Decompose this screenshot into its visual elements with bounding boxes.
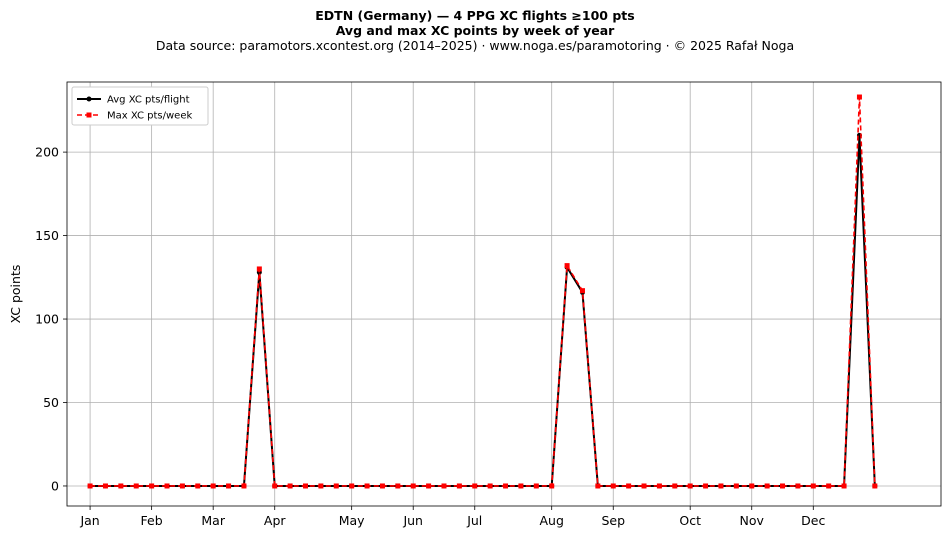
- data-point-max: [210, 483, 216, 489]
- x-tick-label: Mar: [201, 513, 225, 528]
- data-point-max: [179, 483, 185, 489]
- data-point-max: [149, 483, 155, 489]
- data-point-max: [518, 483, 524, 489]
- y-tick-label: 50: [43, 395, 59, 410]
- data-point-max: [672, 483, 678, 489]
- y-tick-label: 150: [35, 228, 59, 243]
- data-point-max: [610, 483, 616, 489]
- legend-marker-avg: [86, 96, 92, 102]
- x-tick-label: Sep: [601, 513, 625, 528]
- title-block: EDTN (Germany) — 4 PPG XC flights ≥100 p…: [0, 8, 950, 54]
- data-point-max: [795, 483, 801, 489]
- data-point-max: [595, 483, 601, 489]
- data-point-max: [749, 483, 755, 489]
- legend-box: [71, 86, 209, 126]
- data-point-max: [456, 483, 462, 489]
- data-point-max: [718, 483, 724, 489]
- data-point-max: [533, 483, 539, 489]
- data-point-max: [226, 483, 232, 489]
- legend-marker-max: [86, 112, 92, 118]
- data-point-max: [579, 288, 585, 294]
- chart-title: EDTN (Germany) — 4 PPG XC flights ≥100 p…: [315, 8, 635, 23]
- data-point-max: [272, 483, 278, 489]
- chart-title-line-2: Avg and max XC points by week of year: [335, 23, 615, 38]
- data-point-max: [426, 483, 432, 489]
- x-tick-label: Nov: [740, 513, 765, 528]
- legend-label-max: Max XC pts/week: [107, 111, 192, 122]
- data-point-max: [487, 483, 493, 489]
- data-point-max: [780, 483, 786, 489]
- data-point-max: [872, 483, 878, 489]
- data-point-max: [195, 483, 201, 489]
- data-point-max: [549, 483, 555, 489]
- data-point-max: [164, 483, 170, 489]
- data-point-max: [564, 263, 570, 269]
- data-point-max: [503, 483, 509, 489]
- data-point-max: [687, 483, 693, 489]
- data-point-max: [841, 483, 847, 489]
- y-tick-label: 100: [35, 312, 59, 327]
- x-tick-label: Jul: [466, 513, 482, 528]
- chart-subtitle: Data source: paramotors.xcontest.org (20…: [155, 38, 795, 53]
- data-point-max: [303, 483, 309, 489]
- plot-area: [67, 82, 941, 506]
- data-point-max: [333, 483, 339, 489]
- data-point-max: [703, 483, 709, 489]
- plot-frame: [66, 81, 942, 507]
- data-point-max: [810, 483, 816, 489]
- data-point-max: [733, 483, 739, 489]
- data-point-max: [764, 483, 770, 489]
- data-point-max: [349, 483, 355, 489]
- data-point-max: [256, 266, 262, 272]
- data-point-max: [441, 483, 447, 489]
- x-tick-label: Feb: [141, 513, 163, 528]
- data-point-max: [410, 483, 416, 489]
- data-point-max: [856, 94, 862, 100]
- data-point-max: [472, 483, 478, 489]
- x-tick-label: Apr: [264, 513, 286, 528]
- y-axis-label: XC points: [8, 265, 23, 324]
- data-point-max: [626, 483, 632, 489]
- legend-label-avg: Avg XC pts/flight: [107, 95, 190, 106]
- data-point-max: [287, 483, 293, 489]
- y-tick-label: 0: [51, 478, 59, 493]
- data-point-max: [656, 483, 662, 489]
- data-point-max: [395, 483, 401, 489]
- data-point-max: [133, 483, 139, 489]
- data-point-max: [641, 483, 647, 489]
- x-tick-label: Aug: [539, 513, 563, 528]
- data-point-max: [118, 483, 124, 489]
- data-point-max: [87, 483, 93, 489]
- data-point-max: [364, 483, 370, 489]
- series-line-max: [90, 96, 876, 487]
- y-tick-label: 200: [35, 145, 59, 160]
- x-tick-label: May: [339, 513, 365, 528]
- x-tick-label: Jun: [402, 513, 423, 528]
- data-point-max: [102, 483, 108, 489]
- data-point-max: [379, 483, 385, 489]
- data-point-max: [826, 483, 832, 489]
- x-tick-label: Oct: [679, 513, 701, 528]
- x-tick-label: Dec: [801, 513, 825, 528]
- data-point-max: [241, 483, 247, 489]
- data-point-max: [318, 483, 324, 489]
- x-tick-label: Jan: [79, 513, 99, 528]
